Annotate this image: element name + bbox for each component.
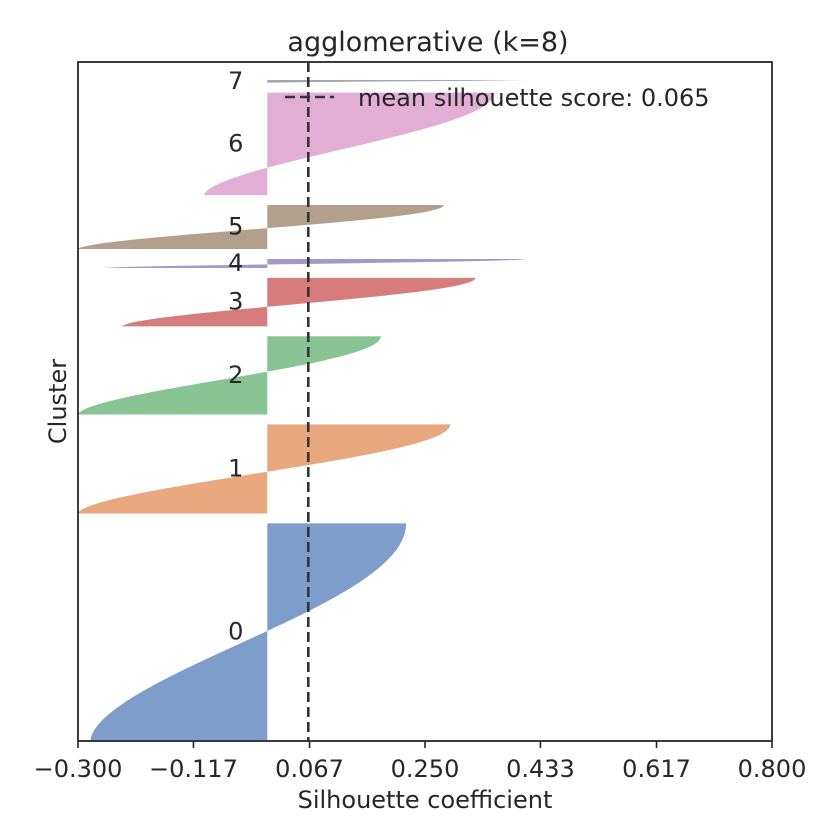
cluster-0-silhouette [90,523,407,741]
cluster-2-silhouette [78,336,381,415]
x-tick-label: 0.800 [738,755,807,783]
x-ticks-layer: −0.300 −0.117 0.067 0.250 0.433 0.617 0.800 [34,741,807,783]
cluster-label-1: 1 [228,455,243,483]
cluster-7-silhouette [267,79,526,83]
x-tick-label: −0.117 [149,755,238,783]
cluster-label-7: 7 [228,67,243,95]
cluster-label-5: 5 [228,213,243,241]
x-axis-label: Silhouette coefficient [298,786,553,814]
clusters-layer [78,79,526,741]
x-tick-label: −0.300 [34,755,123,783]
cluster-label-0: 0 [228,617,243,645]
cluster-label-4: 4 [228,249,243,277]
cluster-5-silhouette [78,204,444,250]
cluster-labels-layer: 0 1 2 3 4 5 6 7 [228,67,243,645]
cluster-4-silhouette [103,258,526,268]
x-tick-label: 0.250 [391,755,460,783]
cluster-1-silhouette [78,424,451,514]
y-axis-label: Cluster [44,359,72,444]
cluster-label-3: 3 [228,288,243,316]
chart-title: agglomerative (k=8) [287,27,568,58]
legend: mean silhouette score: 0.065 [285,84,710,112]
legend-label: mean silhouette score: 0.065 [358,84,710,112]
cluster-6-silhouette [204,92,495,196]
x-tick-label: 0.617 [622,755,691,783]
cluster-label-2: 2 [228,361,243,389]
x-tick-label: 0.067 [275,755,344,783]
x-tick-label: 0.433 [506,755,575,783]
cluster-3-silhouette [122,277,476,327]
cluster-label-6: 6 [228,129,243,157]
